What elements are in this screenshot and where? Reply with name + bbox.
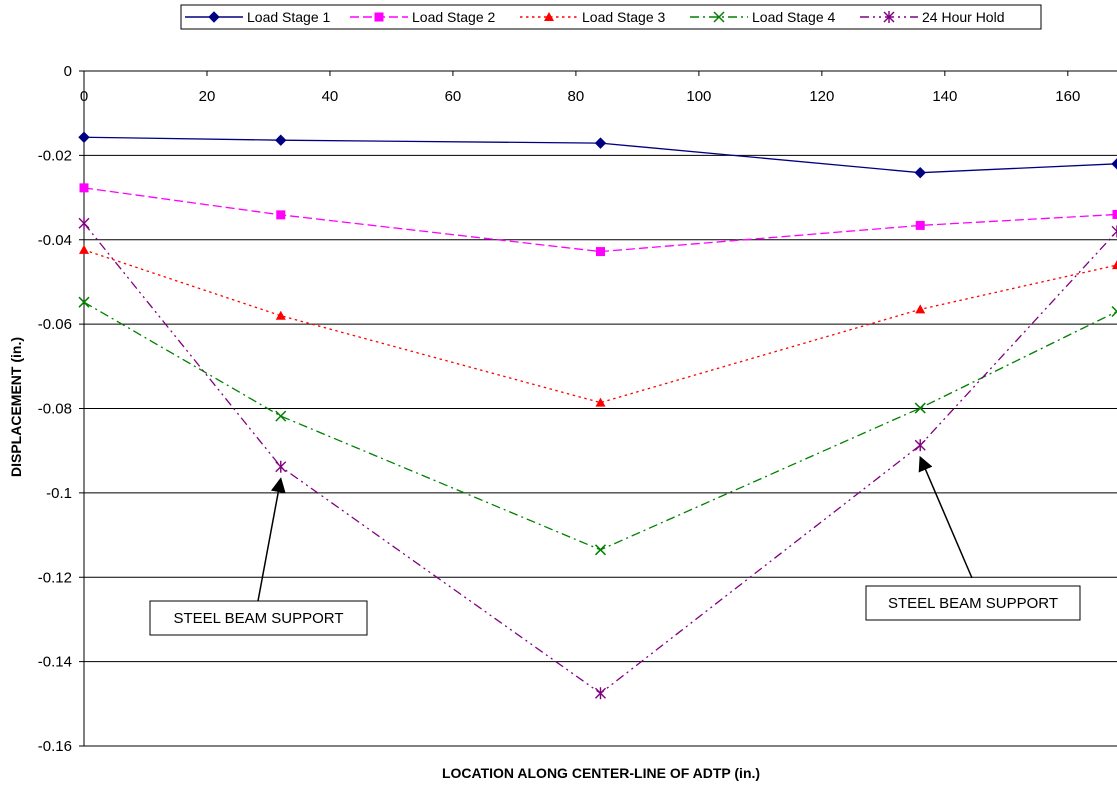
marker-stroke	[1111, 310, 1117, 317]
data-point	[1111, 225, 1117, 238]
data-point	[1112, 209, 1117, 219]
grid	[84, 154, 1117, 747]
y-tick-label: 0	[64, 63, 72, 80]
marker-stroke	[275, 410, 287, 422]
series-lines	[78, 131, 1117, 700]
series-line	[83, 301, 1117, 551]
data-point	[78, 217, 90, 230]
y-tick-label: -0.06	[38, 316, 72, 333]
x-tick-label: 0	[80, 88, 88, 105]
data-point	[915, 304, 926, 314]
x-tick-label: 140	[932, 88, 957, 105]
data-point	[275, 310, 286, 320]
data-point	[79, 244, 89, 254]
data-point	[914, 166, 926, 179]
series-load-stage-1	[78, 131, 1117, 179]
marker-stroke	[914, 402, 926, 414]
legend-label: Load Stage 2	[412, 9, 496, 25]
data-point	[914, 439, 926, 452]
legend-item: Load Stage 3	[520, 9, 666, 25]
legend-swatch-marker	[208, 11, 220, 23]
x-axis-title: LOCATION ALONG CENTER-LINE OF ADTP (in.)	[442, 765, 760, 781]
y-tick-label: -0.04	[38, 232, 72, 249]
data-point	[275, 410, 287, 422]
data-point	[914, 402, 926, 414]
annotation-arrow	[918, 455, 973, 579]
annotation-steel-beam-support: STEEL BEAM SUPPORT	[865, 455, 1081, 621]
annotation-box	[149, 600, 368, 636]
legend-item: Load Stage 4	[690, 9, 836, 25]
data-point	[78, 131, 90, 143]
annotation-box	[865, 585, 1081, 621]
annotation-label: STEEL BEAM SUPPORT	[888, 595, 1058, 612]
legend-swatch-marker	[374, 12, 384, 22]
annotation-label: STEEL BEAM SUPPORT	[173, 610, 343, 627]
y-tick-label: -0.02	[38, 147, 72, 164]
legend: Load Stage 1 Load Stage 2 Load Stage 3 Load…	[180, 4, 1042, 30]
legend-item: Load Stage 2	[350, 9, 496, 25]
data-point	[915, 220, 925, 230]
data-point	[1112, 260, 1117, 270]
legend-label: Load Stage 1	[247, 9, 331, 25]
series-24-hour-hold	[78, 217, 1117, 700]
marker-stroke	[713, 11, 725, 23]
x-tick-label: 120	[809, 88, 834, 105]
x-tick-label: 20	[199, 88, 216, 105]
legend-item: Load Stage 1	[185, 9, 331, 25]
data-point	[79, 183, 89, 193]
data-point	[1111, 305, 1117, 317]
data-point	[78, 296, 90, 308]
legend-box	[180, 4, 1042, 30]
legend-item: 24 Hour Hold	[860, 9, 1005, 25]
y-tick-label: -0.08	[38, 401, 72, 418]
y-tick-label: -0.14	[38, 654, 72, 671]
legend-label: Load Stage 4	[752, 9, 836, 25]
series-line	[83, 187, 1117, 253]
data-point	[1111, 158, 1117, 170]
annotations: STEEL BEAM SUPPORT STEEL BEAM SUPPORT	[149, 455, 1081, 636]
y-tick-label: -0.12	[38, 569, 72, 586]
x-tick-label: 80	[568, 88, 585, 105]
marker-stroke	[594, 544, 607, 556]
x-tick-label: 60	[445, 88, 462, 105]
legend-swatch-marker	[883, 11, 895, 23]
legend-label: 24 Hour Hold	[922, 9, 1005, 25]
data-point	[276, 210, 286, 220]
marker-stroke	[1111, 225, 1117, 233]
data-point	[594, 544, 607, 556]
series-load-stage-2	[79, 183, 1117, 257]
data-point	[594, 137, 607, 149]
axes: 0 -0.02 -0.04 -0.06 -0.08 -0.1 -0.12 -0.14 -0.16…	[38, 63, 1117, 755]
data-point	[275, 460, 287, 473]
data-point	[595, 397, 606, 407]
y-tick-label: -0.16	[38, 738, 72, 755]
marker-stroke	[1111, 305, 1117, 313]
series-load-stage-4	[78, 296, 1117, 556]
data-point	[595, 687, 606, 700]
series-line	[83, 249, 1117, 404]
x-tick-label: 160	[1055, 88, 1080, 105]
annotation-arrow	[257, 477, 286, 602]
legend-swatch-marker	[544, 12, 554, 21]
series-load-stage-3	[79, 244, 1117, 407]
x-tick-label: 100	[686, 88, 711, 105]
y-tick-label: -0.1	[46, 485, 72, 502]
data-point	[596, 247, 605, 257]
y-axis-title: DISPLACEMENT (in.)	[8, 337, 24, 477]
marker-stroke	[1111, 230, 1117, 237]
x-tick-label: 40	[322, 88, 339, 105]
data-point	[275, 134, 287, 146]
legend-swatch-marker	[713, 11, 725, 23]
annotation-steel-beam-support: STEEL BEAM SUPPORT	[149, 477, 368, 636]
marker-stroke	[78, 296, 90, 308]
legend-label: Load Stage 3	[582, 9, 666, 25]
